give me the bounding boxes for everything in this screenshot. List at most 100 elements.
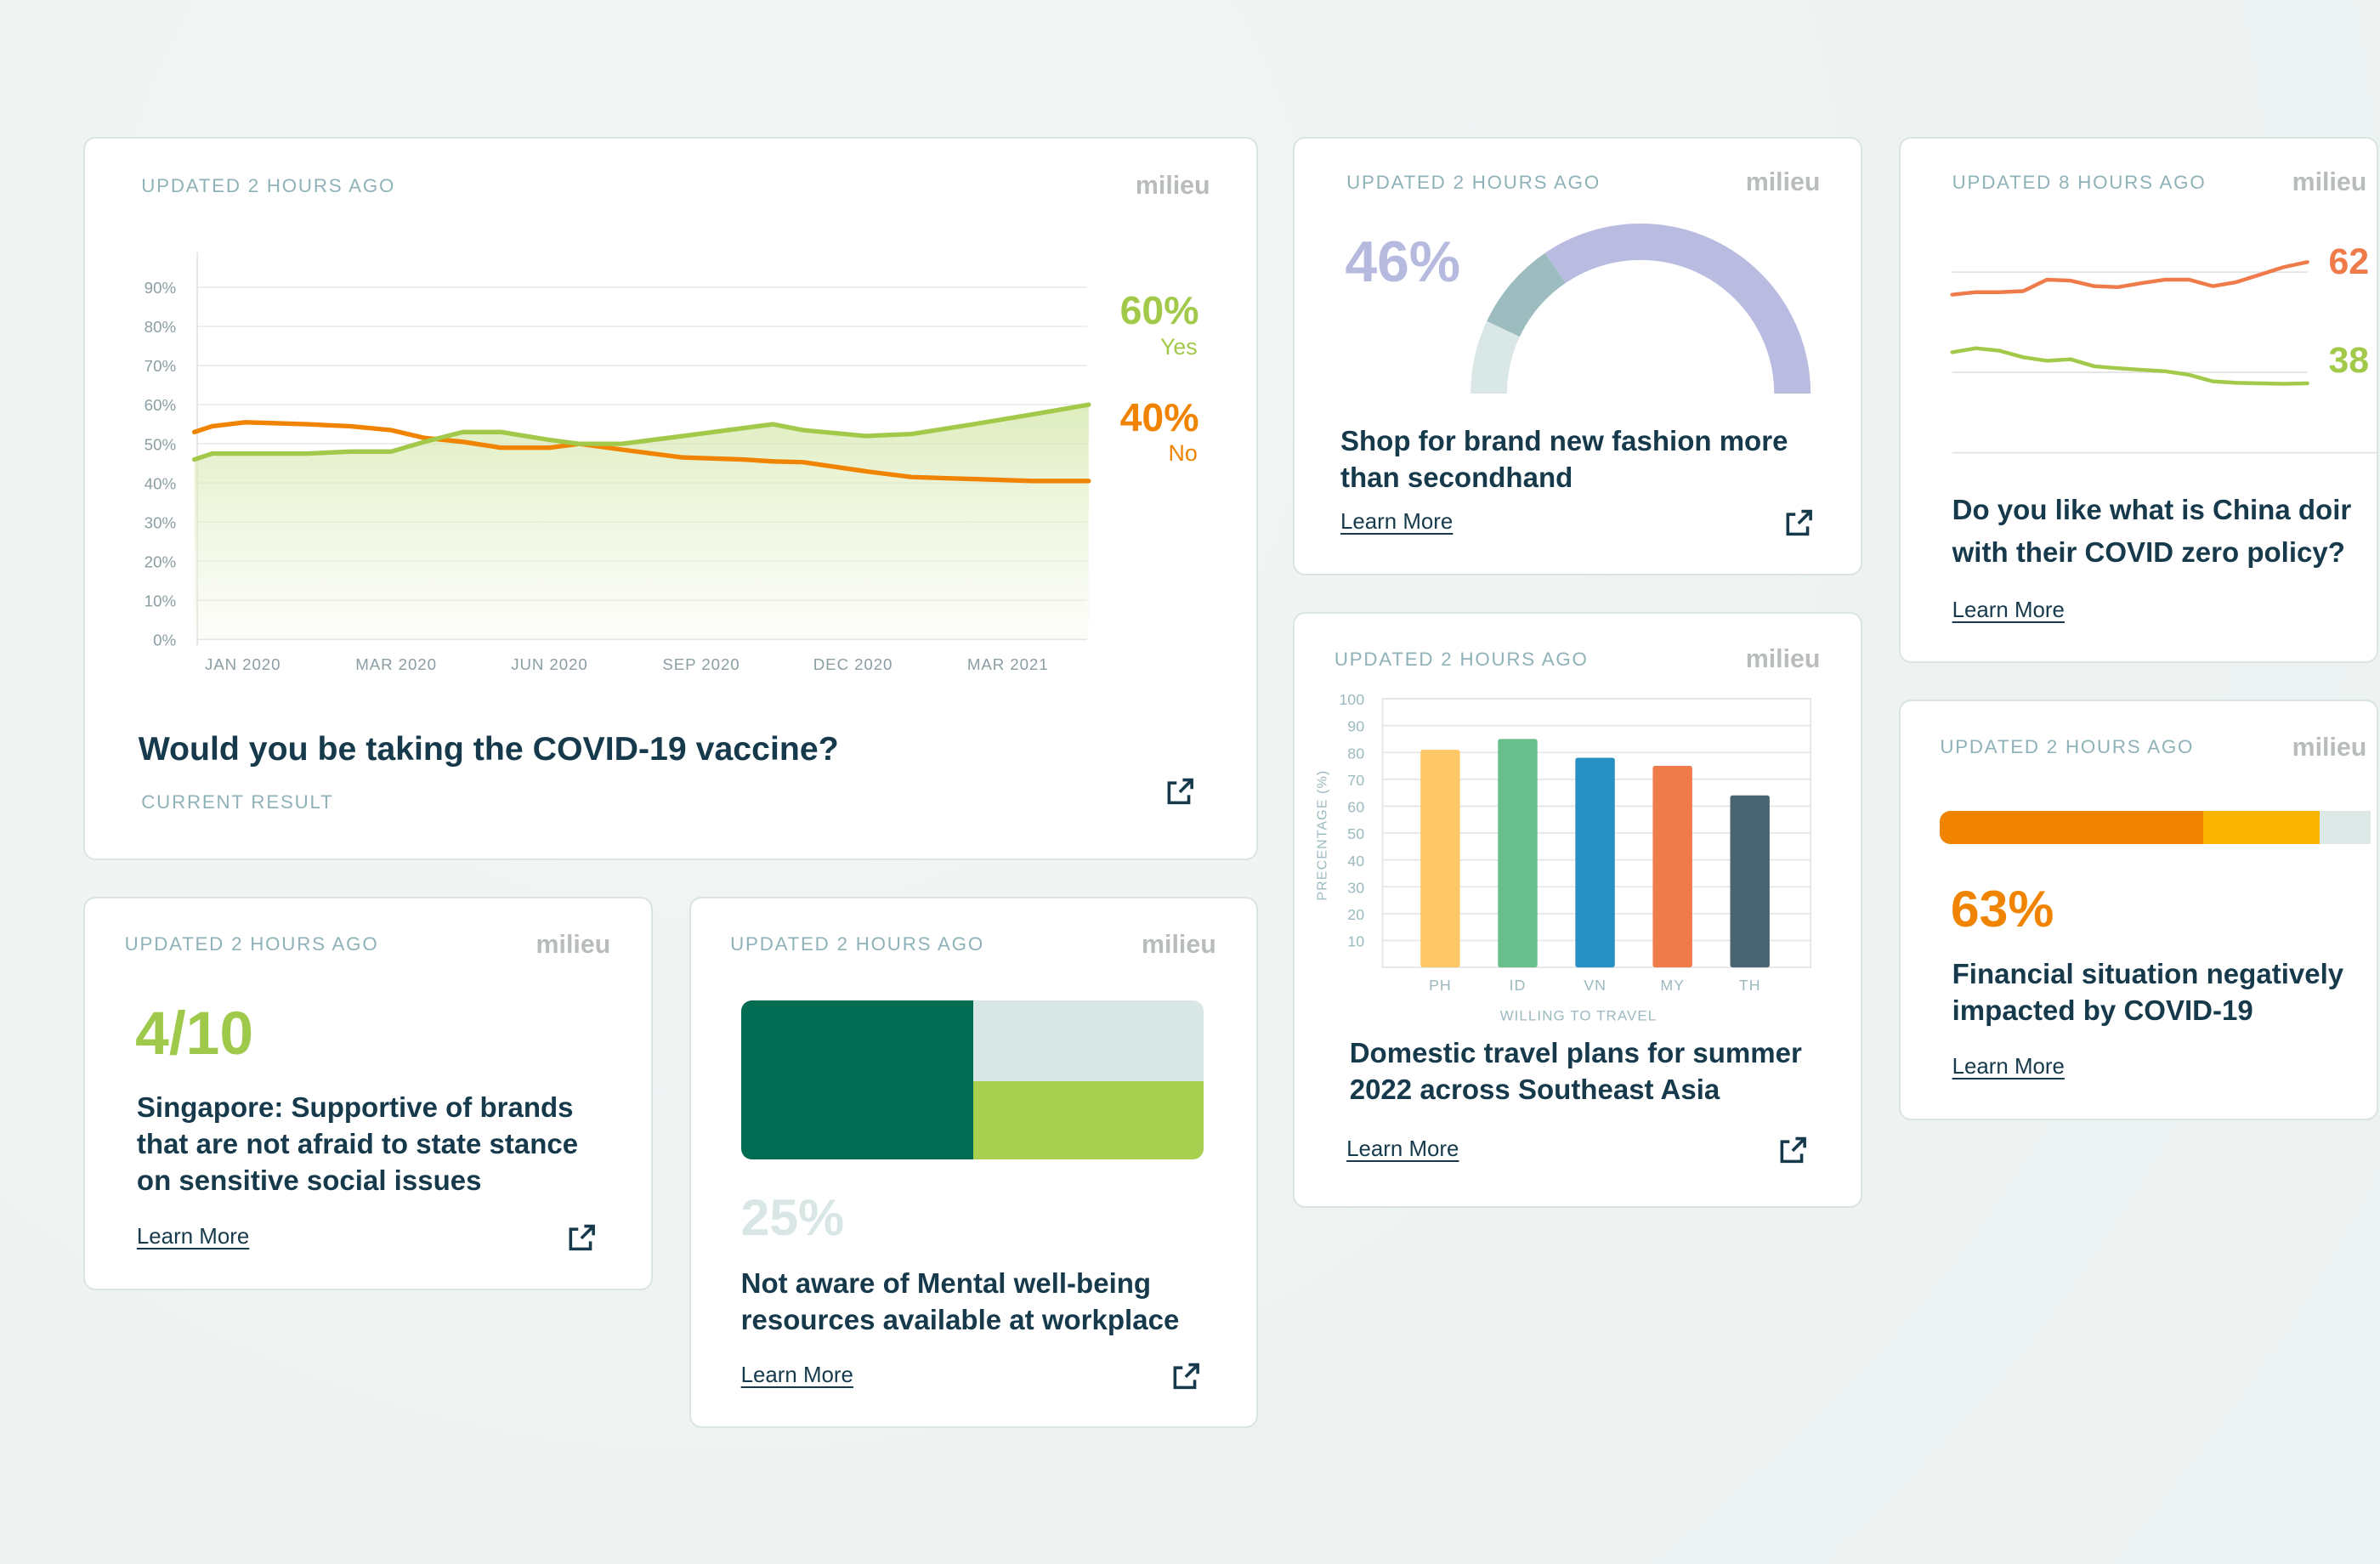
updated-label: UPDATED 2 HOURS AGO — [1940, 736, 2195, 758]
bar-id — [1498, 739, 1538, 967]
x-tick-label: MAR 2020 — [355, 655, 437, 673]
score-stat: 4/10 — [135, 1000, 254, 1068]
series-line-green — [1950, 346, 2309, 386]
y-tick-label: 90 — [1348, 717, 1365, 734]
mental-wellbeing-card[interactable]: UPDATED 2 HOURS AGO milieu 25% Not aware… — [688, 897, 1259, 1429]
learn-more-link[interactable]: Learn More — [1952, 1055, 2065, 1080]
bar-segment — [2319, 810, 2372, 845]
learn-more-link[interactable]: Learn More — [1346, 1136, 1459, 1161]
vaccine-poll-card[interactable]: UPDATED 2 HOURS AGO milieu 0% 10% 20% 30% 40… — [83, 136, 1259, 861]
updated-label: UPDATED 2 HOURS AGO — [141, 174, 396, 196]
card-title: Domestic travel plans for summer 2022 ac… — [1350, 1035, 1802, 1108]
y-axis-title: PRECENTAGE (%) — [1315, 769, 1330, 900]
milieu-logo: milieu — [1745, 168, 1821, 197]
external-link-icon[interactable] — [566, 1223, 597, 1254]
x-tick-label: MY — [1661, 976, 1686, 993]
external-link-icon[interactable] — [1170, 1362, 1201, 1392]
gauge-segment — [1470, 320, 1521, 394]
title-line: Singapore: Supportive of brands — [136, 1091, 574, 1124]
title-line: 2022 across Southeast Asia — [1349, 1073, 1720, 1105]
learn-more-link[interactable]: Learn More — [136, 1225, 250, 1250]
y-tick-label: 80% — [144, 318, 176, 336]
external-link-icon[interactable] — [1783, 508, 1814, 539]
y-tick-label: 70 — [1348, 772, 1365, 789]
y-tick-label: 30% — [144, 513, 176, 531]
bar-my — [1652, 765, 1693, 967]
title-line: Financial situation negatively — [1952, 958, 2344, 990]
milieu-logo: milieu — [1135, 171, 1210, 200]
title-line: Shop for brand new fashion more — [1340, 425, 1788, 457]
title-line: with their COVID zero policy? — [1952, 536, 2345, 569]
y-tick-label: 20 — [1348, 906, 1365, 923]
milieu-logo: milieu — [1745, 645, 1821, 674]
learn-more-link[interactable]: Learn More — [1952, 598, 2065, 622]
block-green-segment — [972, 1080, 1204, 1160]
y-tick-label: 40% — [144, 474, 176, 492]
updated-label: UPDATED 2 HOURS AGO — [1346, 171, 1601, 193]
no-label: No — [1168, 440, 1198, 467]
series-line-yes — [192, 402, 1091, 462]
no-percentage: 40% — [1119, 395, 1199, 440]
milieu-logo: milieu — [536, 930, 611, 959]
china-policy-card[interactable]: UPDATED 8 HOURS AGO milieu 62 38 Do you … — [1898, 136, 2379, 664]
y-tick-label: 80 — [1348, 745, 1365, 762]
travel-bar-chart-card[interactable]: UPDATED 2 HOURS AGO milieu 10 20 30 40 50 60 7… — [1293, 611, 1863, 1209]
stat-orange: 62 — [2328, 241, 2370, 283]
bar-ph — [1420, 749, 1461, 967]
singapore-stat-card[interactable]: UPDATED 2 HOURS AGO milieu 4/10 Singapor… — [83, 897, 653, 1290]
x-tick-label: MAR 2021 — [967, 655, 1049, 673]
yes-label: Yes — [1160, 334, 1198, 360]
card-title: Do you like what is China doir with thei… — [1952, 489, 2352, 574]
bar-segment — [2202, 810, 2320, 845]
percentage-stat: 25% — [740, 1187, 845, 1246]
updated-label: UPDATED 2 HOURS AGO — [1334, 648, 1589, 670]
bar-th — [1730, 795, 1771, 967]
x-tick-label: DEC 2020 — [813, 655, 893, 673]
card-title: Financial situation negatively impacted … — [1952, 956, 2344, 1029]
title-line: resources available at workplace — [740, 1304, 1180, 1336]
bar-segment — [1940, 810, 2203, 845]
updated-label: UPDATED 8 HOURS AGO — [1952, 171, 2207, 193]
y-tick-label: 10 — [1348, 932, 1365, 949]
milieu-logo: milieu — [2292, 733, 2367, 762]
stacked-progress-bar — [1940, 810, 2372, 845]
learn-more-link[interactable]: Learn More — [740, 1363, 853, 1387]
title-line: Do you like what is China doir — [1952, 494, 2352, 526]
y-tick-label: 100 — [1340, 691, 1365, 708]
gauge-segment — [1487, 252, 1567, 337]
y-tick-label: 0% — [153, 631, 176, 649]
title-line: Not aware of Mental well-being — [740, 1267, 1152, 1300]
yes-percentage: 60% — [1119, 287, 1199, 332]
x-tick-label: TH — [1739, 976, 1761, 993]
x-tick-label: PH — [1430, 976, 1453, 993]
card-title: Singapore: Supportive of brands that are… — [137, 1090, 578, 1199]
title-line: on sensitive social issues — [136, 1164, 482, 1197]
title-line: than secondhand — [1340, 462, 1573, 494]
x-tick-label: JUN 2020 — [511, 655, 587, 673]
travel-bar-chart: 10 20 30 40 50 60 70 80 90 100 PH ID VN MY TH WILLING T… — [1315, 691, 1812, 1023]
card-title: Not aware of Mental well-being resources… — [741, 1266, 1180, 1339]
y-tick-label: 50% — [144, 435, 176, 453]
x-tick-label: ID — [1510, 976, 1527, 993]
x-tick-label: VN — [1584, 976, 1607, 993]
external-link-icon[interactable] — [1164, 777, 1195, 808]
y-tick-label: 60% — [144, 396, 176, 414]
y-tick-label: 10% — [144, 592, 176, 609]
learn-more-link[interactable]: Learn More — [1340, 510, 1454, 535]
stat-green: 38 — [2328, 340, 2370, 382]
y-tick-label: 50 — [1348, 825, 1365, 842]
series-line-orange — [1950, 259, 2309, 297]
card-title: Shop for brand new fashion more than sec… — [1340, 423, 1788, 496]
china-trend-chart — [1950, 259, 2377, 454]
x-tick-label: JAN 2020 — [205, 655, 280, 673]
y-tick-label: 60 — [1348, 798, 1365, 815]
yes-area-fill — [194, 404, 1090, 639]
y-tick-label: 30 — [1348, 879, 1365, 896]
external-link-icon[interactable] — [1777, 1136, 1808, 1166]
fashion-gauge-card[interactable]: UPDATED 2 HOURS AGO milieu 46% Shop for … — [1293, 136, 1863, 575]
financial-impact-card[interactable]: UPDATED 2 HOURS AGO milieu 63% Financial… — [1898, 700, 2379, 1120]
title-line: impacted by COVID-19 — [1952, 994, 2253, 1027]
proportion-block-chart — [740, 1000, 1204, 1160]
block-light-segment — [972, 1000, 1204, 1081]
